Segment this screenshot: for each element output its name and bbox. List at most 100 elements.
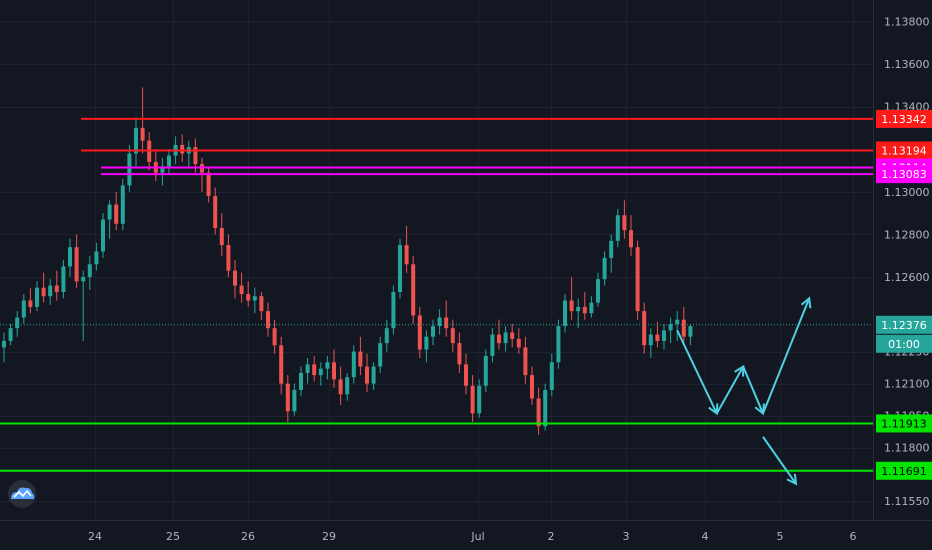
candle-body — [470, 385, 475, 414]
candle-body — [292, 390, 297, 412]
candle-body — [41, 287, 46, 297]
level-price-label: 1.11913 — [881, 417, 927, 430]
time-tick-label: 29 — [322, 530, 336, 543]
price-tick-label: 1.13800 — [884, 15, 930, 28]
candle-body — [345, 377, 350, 395]
candle-body — [398, 245, 402, 292]
candle-body — [675, 319, 680, 324]
candle-body — [431, 326, 435, 337]
candle-body — [299, 372, 303, 390]
candle-body — [582, 306, 587, 314]
candle-body — [193, 147, 198, 165]
candle-body — [497, 334, 501, 344]
candle-body — [338, 379, 343, 395]
candle-body — [648, 334, 653, 346]
candle-body — [371, 366, 376, 384]
candle-body — [21, 300, 26, 318]
candle-body — [160, 166, 165, 173]
level-price-label: 1.11691 — [881, 465, 927, 478]
candle-body — [642, 311, 647, 346]
level-price-tag — [876, 414, 932, 433]
candle-body — [609, 240, 614, 258]
candle-body — [272, 328, 277, 346]
candle-body — [668, 323, 673, 331]
time-tick-label: 26 — [241, 530, 255, 543]
candle-body — [629, 230, 633, 248]
candle-body — [530, 375, 534, 399]
candle-body — [325, 362, 330, 369]
candle-body — [332, 362, 336, 380]
time-tick-label: 3 — [623, 530, 630, 543]
candle-body — [114, 204, 119, 224]
level-price-label: 1.13083 — [881, 168, 927, 181]
tradingview-logo[interactable] — [8, 480, 36, 508]
candle-body — [536, 398, 541, 427]
price-tick-label: 1.11800 — [884, 442, 930, 455]
candle-body — [516, 338, 521, 348]
arrow-head — [786, 473, 798, 486]
projection-arrow — [762, 297, 811, 414]
candle-body — [107, 204, 112, 220]
candle-body — [358, 351, 363, 367]
candle-body — [688, 326, 693, 337]
candle-body — [351, 351, 356, 378]
candle-body — [563, 300, 567, 327]
candle-body — [279, 345, 284, 384]
candle-body — [602, 257, 607, 280]
candle-body — [15, 317, 20, 329]
candle-body — [424, 336, 429, 350]
candle-body — [384, 328, 389, 344]
level-price-tag — [876, 141, 932, 160]
price-tick-label: 1.13000 — [884, 186, 930, 199]
candle-body — [312, 364, 317, 376]
candle-body — [259, 296, 264, 312]
projection-arrow — [742, 366, 764, 414]
candle-series — [2, 87, 693, 435]
candle-body — [94, 251, 99, 265]
arrow-head — [800, 296, 812, 309]
time-tick-label: 5 — [777, 530, 784, 543]
countdown-tag — [876, 334, 932, 353]
cloud-icon — [11, 487, 35, 499]
candle-body — [569, 300, 574, 312]
candle-body — [246, 294, 251, 301]
price-axis[interactable]: 1.138001.136001.134001.130001.128001.126… — [884, 15, 930, 508]
time-tick-label: 2 — [548, 530, 555, 543]
horizontal-levels — [0, 117, 873, 472]
candle-body — [615, 215, 620, 241]
candle-body — [285, 383, 290, 412]
candle-body — [81, 277, 86, 282]
countdown-label: 01:00 — [888, 338, 920, 351]
candle-body — [662, 330, 666, 341]
candle-body — [35, 287, 39, 307]
candle-body — [450, 328, 455, 344]
price-tags: 1.133421.131941.131141.130831.119131.116… — [876, 109, 932, 480]
projection-arrow — [715, 366, 745, 414]
current-price-tag — [876, 315, 932, 334]
candle-body — [411, 264, 416, 316]
candle-body — [305, 364, 310, 373]
time-axis[interactable]: 24 25 26 29 Jul 2 3 4 5 6 — [88, 530, 857, 543]
cloud-wave-icon — [13, 489, 32, 498]
level-price-label: 1.13342 — [881, 113, 927, 126]
time-tick-label: 25 — [166, 530, 180, 543]
level-price-label: 1.13194 — [881, 144, 927, 157]
time-tick-label: 4 — [702, 530, 709, 543]
projection-arrows — [676, 296, 812, 486]
candle-body — [213, 196, 218, 229]
candle-body — [391, 291, 396, 329]
candle-body — [483, 355, 488, 386]
candle-body — [549, 362, 554, 390]
price-tick-label: 1.12800 — [884, 228, 930, 241]
candle-body — [596, 279, 600, 303]
time-tick-label: Jul — [470, 530, 484, 543]
level-price-tag — [876, 165, 932, 184]
price-tick-label: 1.12100 — [884, 378, 930, 391]
candle-body — [61, 266, 66, 292]
candle-body — [635, 247, 640, 312]
candle-body — [54, 285, 59, 292]
candle-body — [576, 306, 581, 312]
candle-body — [87, 264, 92, 278]
projection-arrow — [676, 329, 718, 414]
